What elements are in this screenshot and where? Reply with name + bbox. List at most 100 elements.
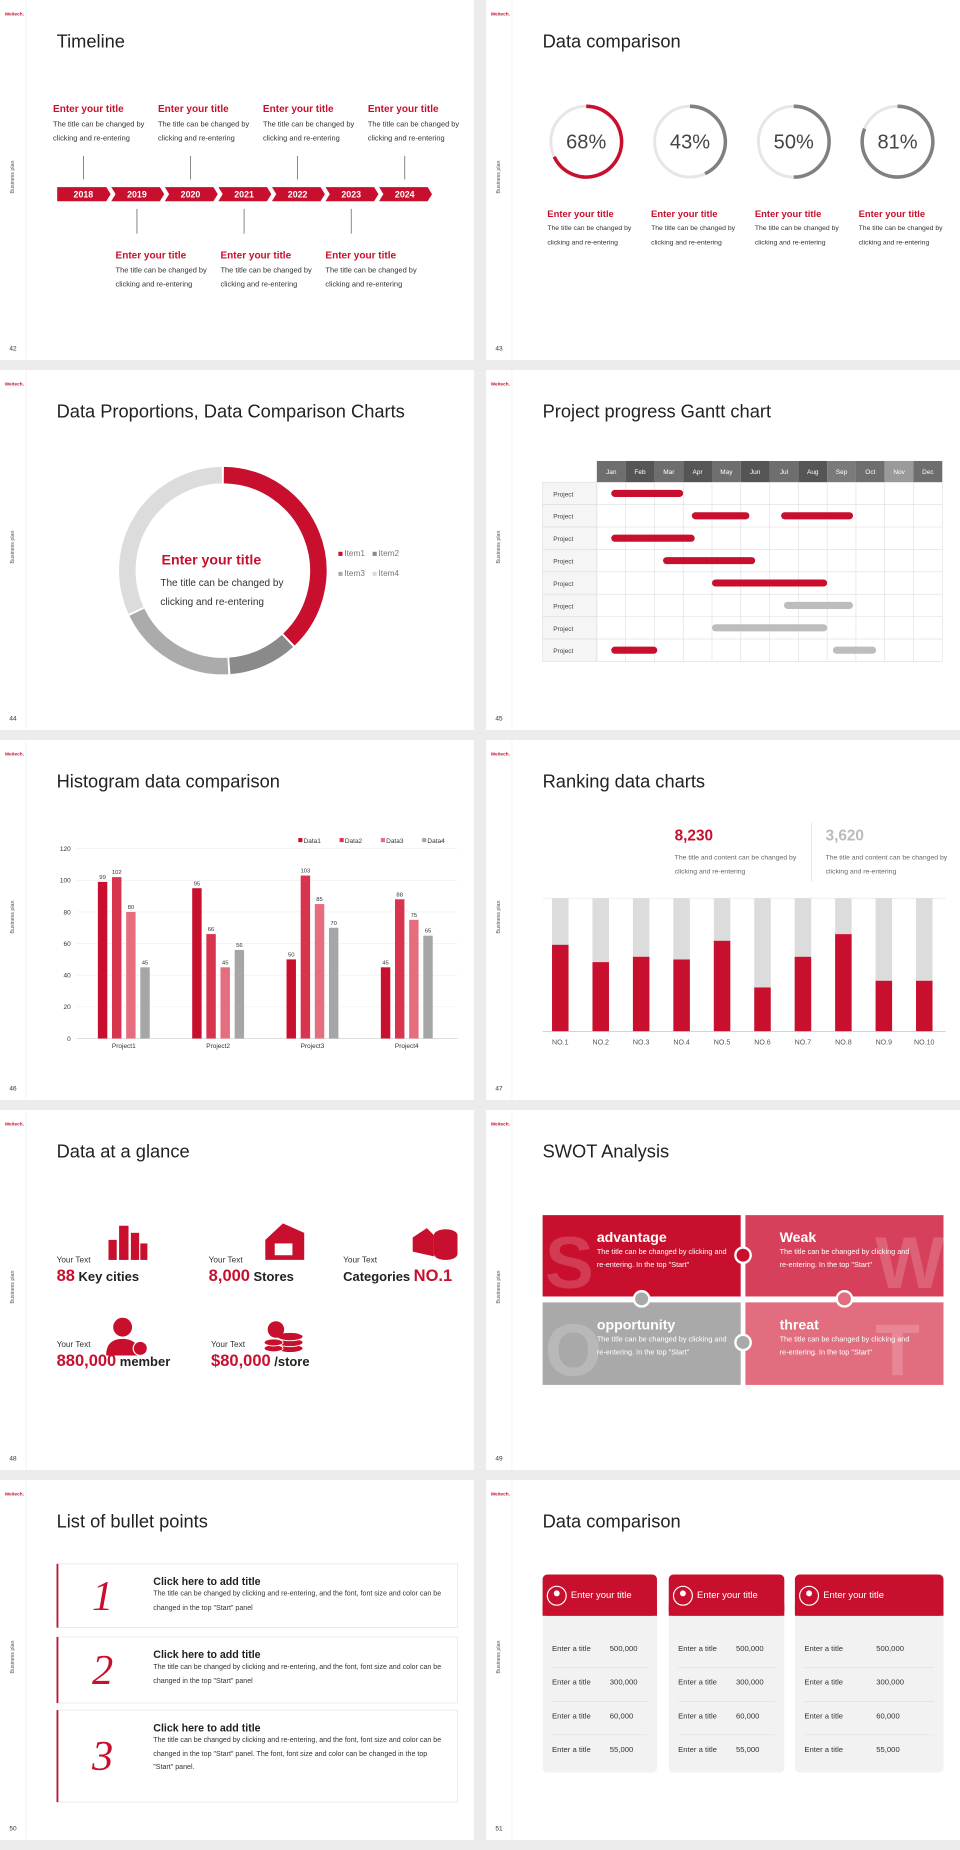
legend-swatch bbox=[338, 571, 343, 576]
stat-unit: /store bbox=[274, 1354, 309, 1369]
row-label: Enter a title bbox=[552, 1678, 591, 1687]
card-icon bbox=[799, 1585, 820, 1606]
swot-panel bbox=[542, 1302, 741, 1385]
logo: Weitech. bbox=[5, 752, 24, 757]
stat-line: Categories NO.1 bbox=[343, 1267, 452, 1285]
month-label: Jun bbox=[750, 469, 761, 476]
row-label: Enter a title bbox=[552, 1745, 591, 1754]
row-label: Project bbox=[553, 559, 573, 566]
legend-swatch bbox=[372, 571, 377, 576]
stat-line: $80,000/store bbox=[211, 1352, 310, 1370]
stat-text: The title and content can be changed by … bbox=[825, 854, 948, 876]
row-label: Project bbox=[553, 603, 573, 610]
month-label: Mar bbox=[663, 469, 675, 476]
slide: Weitech. Business plan 45 Project progress … bbox=[486, 370, 960, 730]
bar bbox=[754, 987, 771, 1032]
donut-segment bbox=[228, 634, 294, 675]
event-text-box: The title can be changed by clicking and… bbox=[158, 120, 250, 143]
slide-title: Data Proportions, Data Comparison Charts bbox=[57, 400, 405, 421]
icon-part bbox=[267, 1321, 285, 1338]
year-label: 2022 bbox=[288, 190, 308, 200]
y-tick-label: 40 bbox=[64, 973, 72, 980]
event-text: The title can be changed by clicking and… bbox=[325, 266, 417, 290]
swot-letter: W bbox=[875, 1223, 944, 1304]
row-value: 300,000 bbox=[610, 1678, 638, 1687]
center-title: Enter your title bbox=[162, 552, 262, 568]
bar-value: 65 bbox=[425, 929, 432, 935]
year-segment bbox=[376, 185, 434, 203]
stat-value: 8,000 bbox=[209, 1267, 250, 1285]
year-segment bbox=[323, 185, 380, 203]
page-number: 50 bbox=[9, 1825, 17, 1832]
side-label: Business plan bbox=[10, 901, 16, 934]
row-label: Project bbox=[553, 536, 573, 543]
y-tick-label: 0 bbox=[67, 1036, 71, 1043]
icon-part bbox=[274, 1243, 293, 1256]
row-label: Enter a title bbox=[552, 1711, 591, 1720]
gantt-bar bbox=[783, 601, 854, 609]
donut-segment bbox=[223, 466, 327, 646]
icon-part bbox=[140, 1243, 148, 1260]
swot-text-box: The title can be changed by clicking and… bbox=[597, 1248, 727, 1269]
bar-value: 103 bbox=[300, 869, 311, 875]
row-label: Project bbox=[553, 514, 573, 521]
slide: Weitech. Business plan 43 Data comparison 68… bbox=[486, 0, 960, 360]
event-text: The title can be changed by clicking and… bbox=[262, 120, 355, 143]
year-segment bbox=[216, 185, 273, 203]
event-title: Enter your title bbox=[325, 250, 396, 261]
x-tick-label: NO.7 bbox=[795, 1039, 812, 1046]
icon-part bbox=[108, 1239, 117, 1260]
bar bbox=[286, 959, 296, 1039]
caption: Your Text bbox=[211, 1340, 246, 1349]
swot-panel bbox=[542, 1215, 741, 1297]
gantt-bar bbox=[611, 489, 684, 497]
row-label: Enter a title bbox=[678, 1678, 717, 1687]
month-header bbox=[654, 460, 684, 483]
y-tick-label: 120 bbox=[60, 846, 71, 853]
bullet-number: 2 bbox=[92, 1647, 113, 1694]
month-header bbox=[740, 460, 770, 483]
row-value: 500,000 bbox=[736, 1644, 764, 1653]
month-header bbox=[625, 460, 655, 483]
bar-value: 99 bbox=[99, 875, 106, 881]
event-text-box: The title can be changed by clicking and… bbox=[220, 267, 311, 289]
event-text-box: The title can be changed by clicking and… bbox=[262, 120, 355, 143]
slide: Weitech. Business plan 51 Data comparison En… bbox=[486, 1480, 960, 1840]
logo: Weitech. bbox=[5, 12, 24, 17]
bar bbox=[192, 888, 202, 1039]
card-header bbox=[794, 1603, 944, 1616]
bar bbox=[328, 927, 339, 1039]
swot-text: The title can be changed by clicking and… bbox=[779, 1335, 910, 1357]
x-tick-label: Project4 bbox=[395, 1043, 419, 1050]
ring-label: 43% bbox=[670, 132, 710, 154]
x-tick-label: Project2 bbox=[206, 1043, 230, 1050]
bar bbox=[97, 881, 108, 1039]
bar-value: 85 bbox=[316, 897, 323, 903]
gantt-bar bbox=[611, 534, 695, 542]
row-label: Enter a title bbox=[804, 1745, 843, 1754]
bullet-title: Click here to add title bbox=[153, 1576, 260, 1588]
legend-label: Item4 bbox=[378, 569, 399, 578]
x-tick-label: NO.4 bbox=[673, 1039, 690, 1046]
bullet-box bbox=[56, 1563, 458, 1628]
ring-arc bbox=[689, 104, 728, 176]
icon-part bbox=[113, 1317, 133, 1337]
ring-arc bbox=[552, 104, 624, 179]
slide: Weitech. Business plan 48 Data at a glance Y… bbox=[0, 1110, 474, 1470]
y-tick-label: 60 bbox=[64, 941, 72, 948]
legend-swatch bbox=[339, 838, 344, 843]
month-header bbox=[711, 460, 741, 483]
stat-text-box: The title and content can be changed by … bbox=[675, 855, 797, 876]
bar bbox=[835, 934, 852, 1032]
year-label: 2024 bbox=[395, 190, 415, 200]
stat-unit: member bbox=[120, 1354, 170, 1369]
item-text: The title can be changed by clicking and… bbox=[547, 225, 632, 247]
event-text: The title can be changed by clicking and… bbox=[158, 120, 250, 143]
bar-value: 56 bbox=[236, 943, 243, 949]
event-text: The title can be changed by clicking and… bbox=[53, 120, 145, 143]
ring-label: 81% bbox=[877, 132, 917, 154]
ring-arc bbox=[860, 104, 935, 179]
swot-panel bbox=[745, 1302, 944, 1385]
icon-part bbox=[106, 1338, 140, 1356]
slide: Weitech. Business plan 44 Data Proportions,… bbox=[0, 370, 474, 730]
